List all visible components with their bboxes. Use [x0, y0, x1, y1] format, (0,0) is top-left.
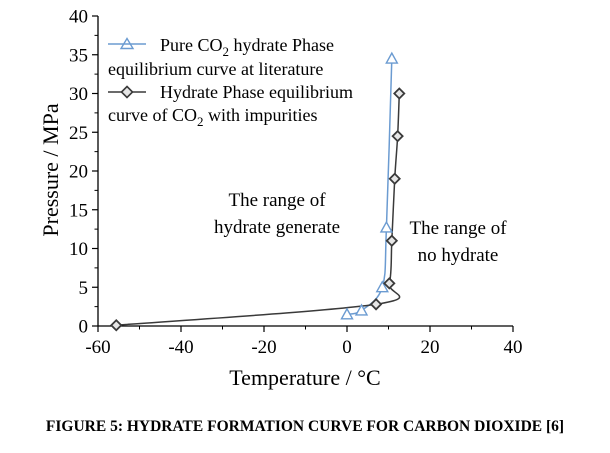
legend-impurities-line2a: curve of CO: [108, 105, 197, 125]
y-tick-label: 25: [69, 123, 88, 144]
annotation-no-hydrate-line2: no hydrate: [418, 245, 499, 266]
x-axis-title: Temperature / °C: [229, 365, 380, 390]
x-tick-label: 20: [421, 337, 440, 358]
annotation-no-hydrate-range: The range of no hydrate: [409, 218, 507, 266]
x-tick-label: -20: [251, 337, 276, 358]
legend-text-co2-impurities: Hydrate Phase equilibrium: [160, 82, 353, 102]
y-tick-label: 0: [79, 317, 89, 338]
legend-text-pure-co2-line2: equilibrium curve at literature: [108, 59, 323, 79]
legend: Pure CO2 hydrate Phase equilibrium curve…: [108, 35, 353, 129]
legend-pure-co2-line1b: hydrate Phase: [229, 35, 334, 55]
diamond-marker: [391, 129, 404, 143]
triangle-marker: [379, 220, 394, 233]
y-tick-label: 35: [69, 45, 88, 66]
legend-text-pure-co2: Pure CO2 hydrate Phase: [160, 35, 334, 59]
y-tick-label: 5: [79, 278, 89, 299]
annotation-hydrate-line1: The range of: [228, 190, 326, 211]
diamond-marker: [385, 234, 399, 248]
triangle-marker: [354, 303, 369, 316]
legend-triangle-marker: [119, 37, 135, 50]
y-tick-label: 20: [69, 162, 88, 183]
diamond-marker: [109, 318, 123, 332]
chart-ticks: -60 -40 -20 0 20 40 0 5 10 15 20 25 30 35 40: [69, 7, 523, 359]
legend-text-co2-impurities-line2: curve of CO2 with impurities: [108, 105, 317, 129]
annotation-hydrate-line2: hydrate generate: [214, 217, 340, 238]
x-tick-label: 0: [342, 337, 352, 358]
x-tick-label: -60: [85, 337, 110, 358]
legend-diamond-marker: [120, 85, 134, 99]
legend-item-co2-impurities: Hydrate Phase equilibrium curve of CO2 w…: [108, 82, 353, 129]
legend-item-pure-co2: Pure CO2 hydrate Phase equilibrium curve…: [108, 35, 334, 79]
legend-impurities-subscript: 2: [197, 114, 204, 129]
figure-caption: FIGURE 5: HYDRATE FORMATION CURVE FOR CA…: [45, 418, 565, 435]
y-tick-label: 30: [69, 84, 88, 105]
legend-pure-co2-line1a: Pure CO: [160, 35, 223, 55]
legend-impurities-line2b: with impurities: [203, 105, 317, 125]
diamond-marker: [393, 87, 406, 100]
annotation-no-hydrate-line1: The range of: [409, 218, 507, 239]
diamond-marker: [388, 172, 401, 186]
annotation-hydrate-range: The range of hydrate generate: [214, 190, 340, 238]
legend-pure-co2-subscript: 2: [223, 44, 230, 59]
y-tick-label: 40: [69, 7, 88, 28]
y-axis-title: Pressure / MPa: [38, 103, 63, 236]
triangle-marker: [375, 280, 389, 293]
diamond-marker: [383, 277, 396, 290]
series-line-0: [346, 58, 393, 316]
diamond-marker: [369, 298, 383, 311]
y-tick-label: 10: [69, 239, 88, 260]
y-tick-label: 15: [69, 200, 88, 221]
x-tick-label: 40: [504, 337, 523, 358]
series-markers: [109, 51, 406, 332]
triangle-marker: [340, 307, 354, 320]
triangle-marker: [385, 51, 399, 64]
x-tick-label: -40: [168, 337, 193, 358]
